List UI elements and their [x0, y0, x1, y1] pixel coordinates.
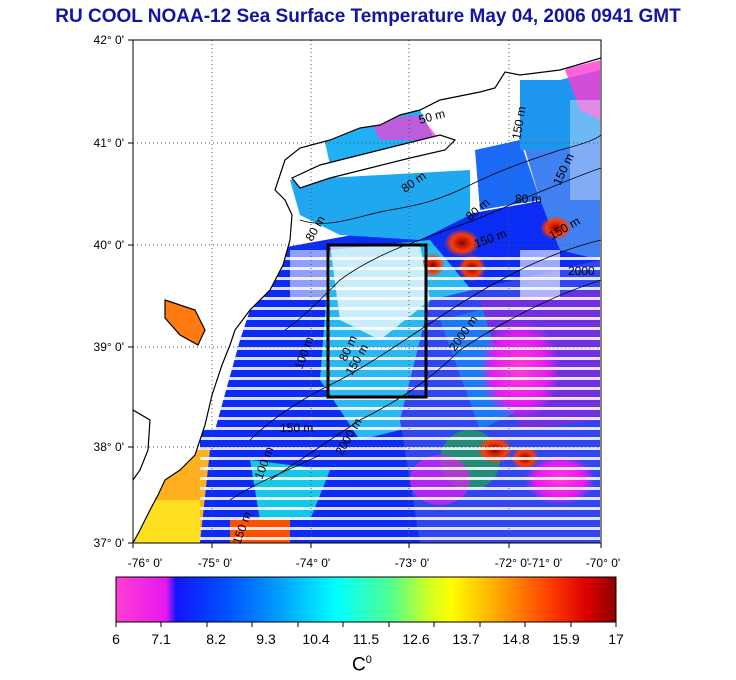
study-area-box	[326, 243, 428, 399]
colorbar-tick-label: 12.6	[402, 631, 430, 647]
colorbar-unit: C0	[352, 654, 372, 676]
colorbar-ticks	[115, 622, 617, 627]
colorbar	[115, 576, 617, 623]
map-frame	[132, 39, 602, 544]
page-title: RU COOL NOAA-12 Sea Surface Temperature …	[55, 6, 681, 27]
colorbar-tick-label: 10.4	[302, 631, 330, 647]
lat-tick-label: 38° 0'	[93, 440, 124, 454]
contour-label: 50 m	[417, 106, 446, 126]
colorbar-tick-label: 6	[112, 631, 120, 647]
lon-tick-label: -74° 0'	[295, 556, 331, 570]
colorbar-tick-label: 8.2	[206, 631, 226, 647]
lon-tick-label: -71° 0'	[527, 556, 563, 570]
lon-tick-label: -70° 0'	[585, 556, 621, 570]
lon-tick-label: -75° 0'	[197, 556, 233, 570]
colorbar-tick-label: 7.1	[151, 631, 171, 647]
lat-tick-label: 42° 0'	[93, 33, 124, 47]
sst-imagery	[133, 40, 601, 543]
colorbar-tick-label: 11.5	[352, 631, 380, 647]
axis-ticks	[128, 39, 602, 548]
lon-tick-label: -76° 0'	[127, 556, 163, 570]
contour-label: 80 m	[515, 192, 542, 206]
colorbar-tick-label: 17	[608, 631, 624, 647]
lat-tick-label: 40° 0'	[93, 238, 124, 252]
coastline	[133, 57, 601, 543]
colorbar-tick-label: 9.3	[256, 631, 276, 647]
colorbar-tick-label: 13.7	[452, 631, 480, 647]
lat-tick-label: 39° 0'	[93, 340, 124, 354]
colorbar-tick-label: 14.8	[502, 631, 530, 647]
lon-tick-label: -72° 0'	[494, 556, 530, 570]
lat-tick-label: 37° 0'	[93, 536, 124, 550]
contour-label-group: 50 m 80 m 80 m 150 m 150 m 80 m 150 m 80…	[230, 105, 595, 546]
lon-tick-label: -73° 0'	[394, 556, 430, 570]
contour-label: 150 m	[280, 421, 313, 435]
contour-label: 150 m	[509, 105, 529, 140]
colorbar-tick-label: 15.9	[552, 631, 580, 647]
contour-label: 2000	[568, 264, 595, 278]
lat-tick-label: 41° 0'	[93, 136, 124, 150]
